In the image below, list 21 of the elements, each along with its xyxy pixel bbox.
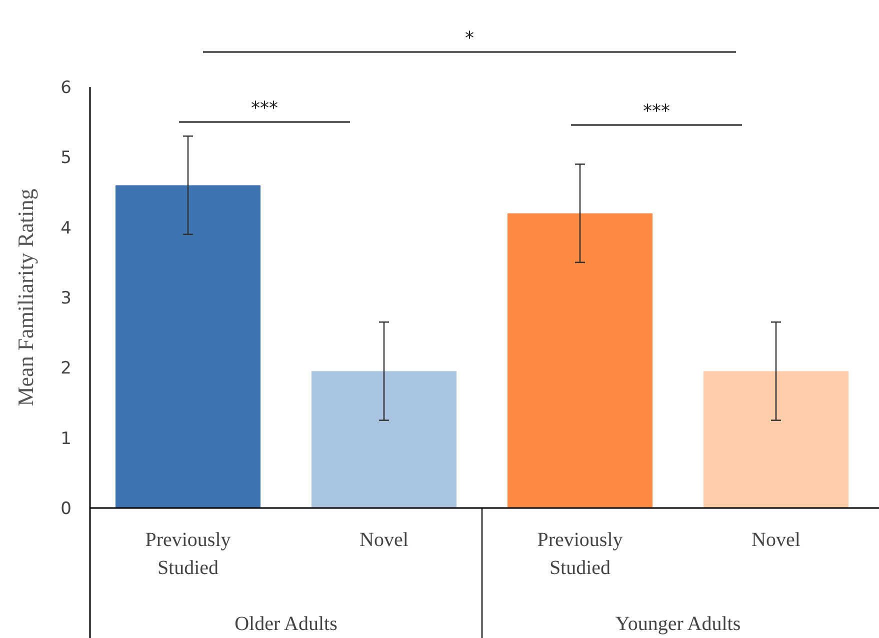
bar — [703, 371, 849, 508]
bar — [115, 185, 261, 508]
text: Older Adults — [234, 613, 338, 635]
annotation: *** — [643, 101, 670, 122]
y-tick-label: 5 — [60, 148, 72, 168]
x-tick-label: Previously Studied — [145, 529, 231, 579]
y-axis-title: Mean Familiarity Rating — [13, 188, 38, 406]
x-tick-label: Novel — [752, 529, 801, 551]
bar — [507, 213, 653, 508]
bar — [311, 371, 457, 508]
x-tick-label: Previously Studied — [537, 529, 623, 579]
y-tick-label: 3 — [60, 288, 72, 308]
y-tick-label: 2 — [60, 358, 72, 379]
y-tick-label: 1 — [60, 428, 72, 449]
y-tick-label: 0 — [60, 498, 72, 519]
y-tick-label: 6 — [60, 78, 72, 98]
text: Younger Adults — [615, 613, 741, 635]
text: * — [465, 28, 474, 49]
x-tick-label: Novel — [360, 529, 409, 551]
annotation: *** — [251, 98, 278, 119]
y-tick-label: 4 — [60, 218, 72, 238]
